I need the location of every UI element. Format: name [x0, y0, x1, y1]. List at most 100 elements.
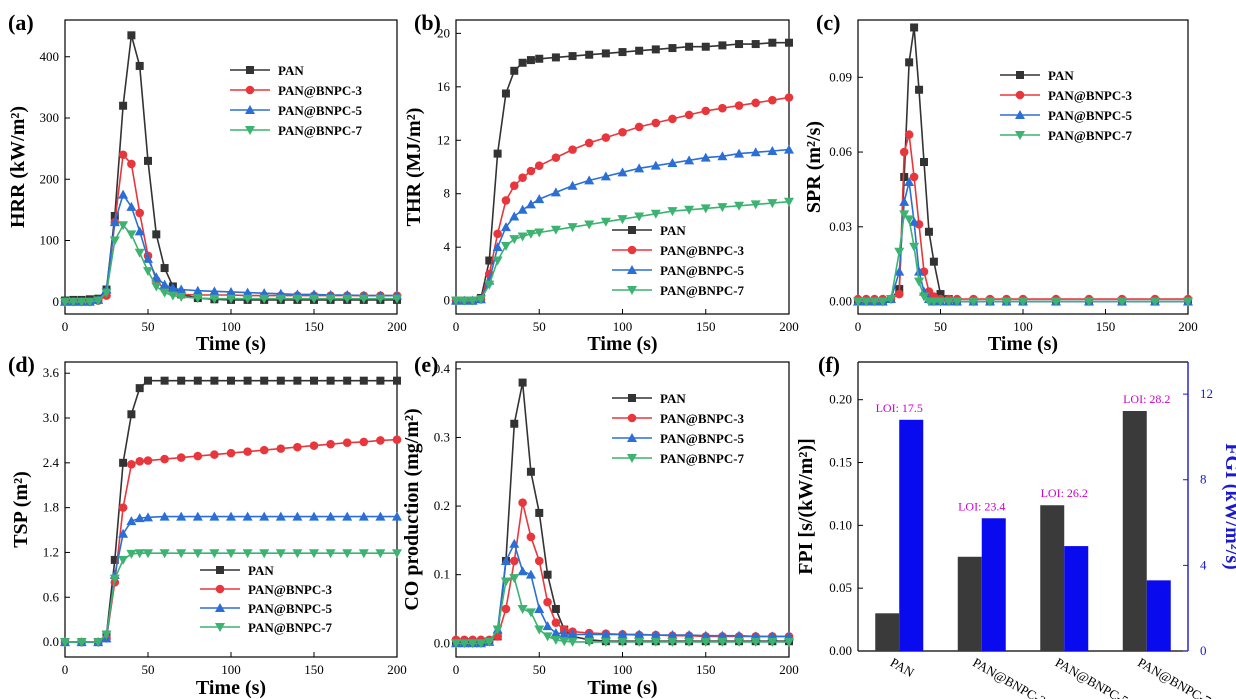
legend-marker	[1015, 110, 1025, 119]
data-point-marker	[909, 242, 920, 252]
data-point-marker	[118, 555, 129, 565]
y-tick-label: 0.10	[829, 517, 852, 532]
y-tick-label: 1.2	[43, 544, 59, 559]
series-line	[456, 200, 790, 302]
data-point-marker	[767, 637, 778, 647]
data-point-marker	[209, 511, 220, 521]
data-point-marker	[1018, 297, 1028, 307]
series-pan-bnpc-5	[451, 144, 794, 305]
y2-tick-label: 12	[1200, 386, 1213, 401]
legend-label: PAN@BNPC-7	[660, 451, 745, 466]
data-point-marker	[915, 85, 924, 94]
data-point-marker	[651, 45, 660, 54]
data-point-marker	[853, 297, 863, 307]
data-point-marker	[392, 511, 402, 521]
y-tick-label: 0.20	[829, 392, 852, 407]
x-tick-label: 50	[533, 662, 546, 677]
data-point-marker	[326, 439, 335, 449]
data-point-marker	[492, 242, 503, 252]
data-point-marker	[192, 285, 203, 295]
x-tick-label: 0	[62, 319, 69, 334]
legend-marker	[627, 413, 637, 423]
data-point-marker	[101, 630, 112, 640]
data-point-marker	[192, 511, 203, 521]
data-point-marker	[567, 629, 578, 639]
data-point-marker	[176, 453, 186, 462]
data-point-marker	[684, 637, 695, 647]
data-point-marker	[634, 122, 644, 132]
data-point-marker	[309, 294, 319, 304]
data-point-marker	[584, 175, 595, 185]
data-point-marker	[501, 89, 510, 98]
data-point-marker	[143, 267, 153, 277]
data-point-marker	[542, 621, 553, 631]
y-axis-label: THR (MJ/m²)	[403, 108, 425, 227]
legend-marker	[628, 226, 636, 234]
data-point-marker	[584, 138, 594, 148]
data-point-marker	[929, 257, 938, 266]
data-point-marker	[118, 221, 129, 231]
x-tick-label: 100	[613, 662, 633, 677]
data-point-marker	[617, 637, 628, 647]
x-tick-label: 200	[1178, 319, 1198, 334]
data-point-marker	[459, 639, 470, 649]
panel-label: (d)	[8, 352, 35, 377]
data-point-marker	[899, 196, 910, 206]
data-point-marker	[135, 61, 144, 70]
data-point-marker	[617, 629, 628, 639]
data-point-marker	[275, 549, 286, 559]
data-point-marker	[343, 376, 352, 385]
legend-label: PAN@BNPC-7	[660, 283, 745, 298]
panel-label: (c)	[816, 10, 840, 35]
fgi-bar	[1064, 546, 1089, 651]
y-tick-label: 3.6	[43, 365, 60, 380]
data-point-marker	[568, 52, 577, 61]
x-tick-label: 100	[221, 662, 241, 677]
x-tick-label: 100	[1013, 319, 1033, 334]
legend-marker	[1015, 131, 1025, 140]
legend-label: PAN@BNPC-3	[1048, 88, 1133, 103]
series-pan-bnpc-7	[60, 549, 402, 648]
data-point-marker	[226, 286, 236, 296]
fpi-bar	[875, 613, 900, 651]
data-point-marker	[542, 632, 553, 642]
data-point-marker	[451, 639, 461, 649]
series-line	[858, 181, 1188, 303]
data-point-marker	[517, 566, 528, 576]
data-point-marker	[650, 637, 661, 647]
y-tick-label: 1.8	[43, 500, 59, 515]
data-point-marker	[475, 295, 486, 305]
data-point-marker	[84, 297, 95, 307]
data-point-marker	[1117, 297, 1127, 307]
legend-marker	[216, 566, 224, 574]
data-point-marker	[509, 556, 519, 566]
data-point-marker	[784, 93, 794, 102]
data-point-marker	[869, 297, 880, 307]
data-point-marker	[127, 31, 136, 40]
data-point-marker	[143, 512, 153, 522]
plot-frame	[64, 19, 398, 315]
legend-marker	[215, 584, 225, 594]
data-point-marker	[584, 220, 595, 230]
data-point-marker	[526, 56, 535, 65]
x-tick-label: 50	[934, 319, 947, 334]
panel-d-tsp-chart: 0 50 100 150 200 0.0 0.6 1.2 1.8 2.4 3.0 3.6 Time (s…	[8, 352, 407, 699]
data-point-marker	[292, 511, 303, 521]
legend-label: PAN@BNPC-5	[660, 431, 745, 446]
y-tick-label: 4	[444, 239, 451, 254]
data-point-marker	[601, 133, 611, 142]
data-point-marker	[877, 297, 888, 307]
y-tick-label: 200	[40, 171, 60, 186]
data-point-marker	[159, 549, 170, 559]
data-point-marker	[904, 176, 915, 186]
data-point-marker	[909, 216, 920, 226]
data-point-marker	[904, 130, 914, 139]
data-point-marker	[275, 294, 286, 304]
data-point-marker	[667, 207, 678, 217]
data-point-marker	[135, 457, 144, 466]
data-point-marker	[359, 437, 369, 447]
fgi-bar	[899, 419, 924, 651]
data-point-marker	[109, 574, 120, 584]
series-pan	[854, 23, 1192, 306]
